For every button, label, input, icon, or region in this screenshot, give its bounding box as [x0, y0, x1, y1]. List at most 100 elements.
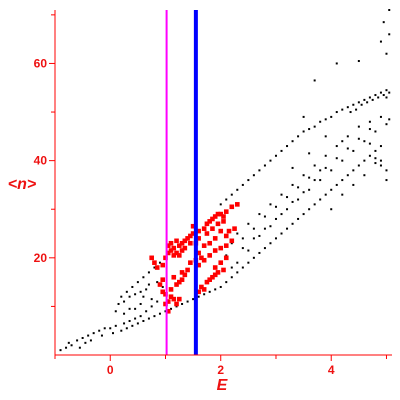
black-data-point: [131, 324, 134, 327]
black-data-point: [164, 310, 167, 313]
red-data-point: [165, 308, 171, 314]
black-data-point: [346, 174, 349, 177]
black-data-point: [247, 222, 250, 225]
black-data-point: [385, 123, 388, 126]
black-data-point: [236, 188, 239, 191]
black-data-point: [139, 290, 142, 293]
black-data-point: [139, 315, 142, 318]
black-data-point: [197, 295, 200, 298]
black-data-point: [125, 290, 128, 293]
black-data-point: [363, 174, 366, 177]
black-data-point: [142, 276, 145, 279]
black-data-point: [150, 305, 153, 308]
red-data-point: [232, 226, 237, 231]
black-data-point: [330, 169, 333, 172]
black-data-point: [297, 135, 300, 138]
black-data-point: [274, 237, 277, 240]
red-data-point: [199, 284, 204, 290]
black-data-point: [100, 334, 103, 337]
black-data-point: [258, 234, 261, 237]
black-data-point: [274, 205, 277, 208]
red-data-point: [196, 250, 201, 256]
black-data-point: [319, 179, 322, 182]
black-data-point: [225, 281, 228, 284]
red-data-point: [221, 219, 226, 224]
black-data-point: [308, 128, 311, 131]
red-data-point: [215, 270, 221, 275]
x-axis-title: E: [217, 377, 229, 394]
red-data-point: [204, 279, 210, 285]
black-data-point: [330, 208, 333, 211]
black-data-point: [258, 213, 261, 216]
black-data-point: [385, 89, 388, 92]
red-data-point: [190, 223, 196, 229]
black-data-point: [150, 298, 153, 301]
black-data-point: [302, 213, 305, 216]
black-data-point: [203, 293, 206, 296]
black-data-point: [352, 103, 355, 106]
black-data-point: [109, 327, 112, 330]
black-data-point: [324, 118, 327, 121]
black-data-point: [291, 222, 294, 225]
black-data-point: [89, 339, 92, 342]
black-data-point: [379, 40, 382, 43]
black-data-point: [117, 302, 120, 305]
y-tick-label: 40: [34, 154, 48, 168]
black-data-point: [76, 339, 79, 342]
black-data-point: [388, 91, 391, 94]
black-data-point: [382, 21, 385, 24]
black-data-point: [308, 188, 311, 191]
red-data-point: [207, 253, 212, 258]
black-data-point: [134, 317, 137, 320]
black-data-point: [142, 319, 145, 322]
black-data-point: [158, 261, 161, 264]
black-data-point: [297, 186, 300, 189]
black-data-point: [385, 52, 388, 55]
black-data-point: [263, 227, 266, 230]
black-data-point: [291, 166, 294, 169]
black-data-point: [302, 191, 305, 194]
red-data-point: [171, 274, 177, 280]
black-data-point: [241, 237, 244, 240]
black-data-point: [65, 346, 68, 349]
red-data-point: [229, 238, 235, 244]
black-data-point: [346, 147, 349, 150]
black-data-point: [297, 198, 300, 201]
red-data-point: [171, 253, 177, 258]
red-data-point: [160, 262, 166, 268]
black-data-point: [319, 169, 322, 172]
red-data-point: [212, 265, 218, 270]
black-data-point: [258, 251, 261, 254]
red-data-point: [210, 216, 215, 222]
red-data-point: [207, 219, 212, 224]
black-data-point: [230, 266, 233, 269]
black-data-point: [379, 91, 382, 94]
red-data-point: [204, 221, 210, 227]
black-data-point: [98, 329, 101, 332]
red-data-point: [210, 226, 215, 231]
black-data-point: [374, 162, 377, 165]
black-data-point: [302, 174, 305, 177]
black-data-point: [335, 145, 338, 148]
black-data-point: [225, 198, 228, 201]
black-data-point: [352, 183, 355, 186]
red-data-point: [201, 287, 207, 292]
black-data-point: [139, 302, 142, 305]
black-data-point: [374, 157, 377, 160]
black-data-point: [357, 60, 360, 63]
black-data-point: [341, 193, 344, 196]
black-data-point: [120, 295, 123, 298]
black-data-point: [286, 145, 289, 148]
black-data-point: [247, 249, 250, 252]
axes-group: [54, 10, 392, 356]
black-data-point: [269, 203, 272, 206]
black-data-point: [346, 135, 349, 138]
black-data-point: [335, 62, 338, 65]
black-data-point: [330, 188, 333, 191]
black-data-point: [324, 135, 327, 138]
black-data-point: [136, 281, 139, 284]
black-data-point: [335, 157, 338, 160]
black-data-point: [123, 322, 126, 325]
red-data-point: [223, 209, 229, 214]
black-data-point: [308, 208, 311, 211]
